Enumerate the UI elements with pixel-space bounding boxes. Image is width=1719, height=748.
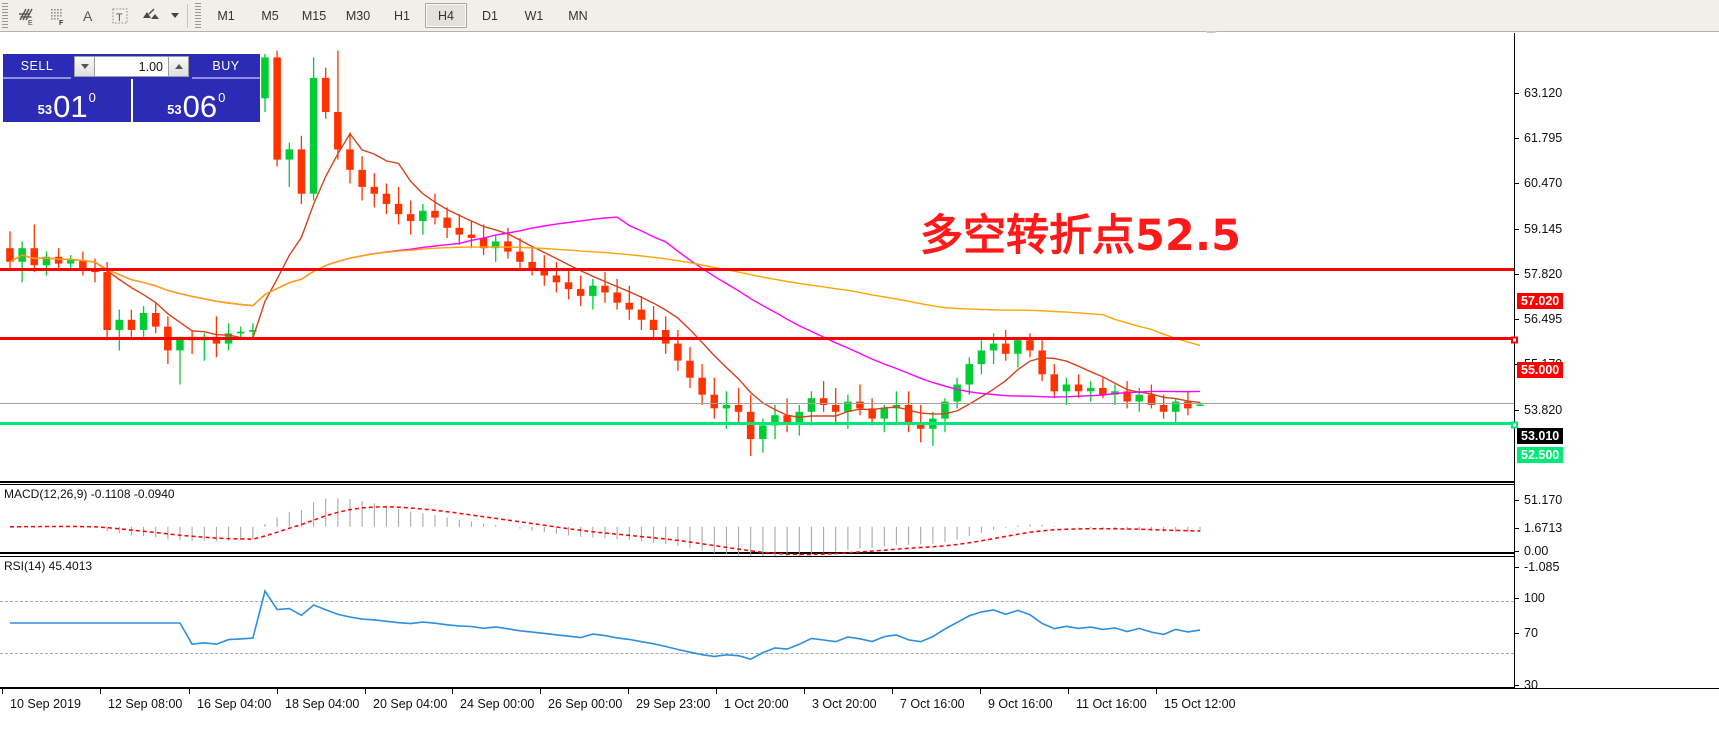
timeframe-d1[interactable]: D1 xyxy=(482,8,498,23)
support-52500-handle[interactable] xyxy=(1511,421,1518,429)
toolbar-separator xyxy=(187,3,188,28)
price-value-label-53-010[interactable]: 53.010 xyxy=(1517,428,1564,444)
macd-label: MACD(12,26,9) -0.1108 -0.0940 xyxy=(4,487,175,501)
time-tick: 26 Sep 00:00 xyxy=(539,689,622,711)
text-label-icon[interactable]: A xyxy=(73,2,104,29)
price-tick-63-120: 63.120 xyxy=(1515,86,1562,100)
rsi-pane[interactable]: RSI(14) 45.4013 xyxy=(0,556,1514,688)
sell-button[interactable]: SELL xyxy=(3,54,71,79)
chevron-down-icon xyxy=(170,13,179,18)
timeframe-h4[interactable]: H4 xyxy=(425,3,467,28)
macd-tick--1.085: -1.085 xyxy=(1515,560,1559,574)
price-tick-60-470: 60.470 xyxy=(1515,176,1562,190)
rsi-level-70-line xyxy=(0,601,1514,602)
volume-decrease-button[interactable] xyxy=(74,56,95,77)
sell-price-main: 01 xyxy=(53,89,88,124)
price-tick-51-170: 51.170 xyxy=(1515,493,1562,507)
resistance-55000-handle[interactable] xyxy=(1511,336,1518,344)
price-value-label-57-020[interactable]: 57.020 xyxy=(1517,293,1564,309)
price-value-label-52-500[interactable]: 52.500 xyxy=(1517,447,1564,463)
rsi-label: RSI(14) 45.4013 xyxy=(4,559,93,573)
main-toolbar: E F A T xyxy=(0,0,1719,32)
resistance-55000[interactable] xyxy=(0,336,1518,344)
sell-price-display[interactable]: 53 01 0 xyxy=(3,79,131,122)
chart-bottom-strip xyxy=(0,718,1719,748)
macd-tick-0.00: 0.00 xyxy=(1515,544,1548,558)
price-tick-56-495: 56.495 xyxy=(1515,312,1562,326)
price-tick-53-820: 53.820 xyxy=(1515,403,1562,417)
time-tick: 24 Sep 00:00 xyxy=(451,689,534,711)
buy-price-display[interactable]: 53 06 0 xyxy=(130,79,260,124)
time-tick: 7 Oct 16:00 xyxy=(892,689,965,711)
svg-text:F: F xyxy=(59,20,64,26)
rsi-tick-100: 100 xyxy=(1515,591,1545,605)
volume-increase-button[interactable] xyxy=(168,56,189,77)
candlestick-canvas xyxy=(6,50,1204,457)
rsi-level-30-line xyxy=(0,653,1514,654)
oct-price-row: 53 01 0 53 06 0 xyxy=(3,79,260,122)
time-tick: 1 Oct 20:00 xyxy=(716,689,789,711)
chevron-down-icon xyxy=(80,64,89,69)
time-tick: 12 Sep 08:00 xyxy=(99,689,182,711)
time-tick: 3 Oct 20:00 xyxy=(804,689,877,711)
time-tick: 20 Sep 04:00 xyxy=(364,689,447,711)
timeframe-m15[interactable]: M15 xyxy=(301,8,327,23)
expert-advisor-icon[interactable]: E xyxy=(11,2,42,29)
chevron-up-icon xyxy=(174,64,183,69)
svg-text:T: T xyxy=(116,12,123,24)
time-tick: 10 Sep 2019 xyxy=(2,689,81,711)
buy-button[interactable]: BUY xyxy=(192,54,260,79)
macd-canvas xyxy=(9,498,1201,559)
timeframe-m1[interactable]: M1 xyxy=(217,8,235,23)
toolbar-grip[interactable] xyxy=(2,3,8,28)
price-value-label-55-000[interactable]: 55.000 xyxy=(1517,362,1564,378)
timeframe-mn[interactable]: MN xyxy=(568,8,588,23)
time-axis[interactable]: 10 Sep 2019 12 Sep 08:00 16 Sep 04:00 18 Se… xyxy=(0,688,1719,719)
time-tick: 15 Oct 12:00 xyxy=(1156,689,1236,711)
rsi-tick-70: 70 xyxy=(1515,626,1538,640)
sell-price-fraction: 0 xyxy=(88,90,96,105)
timeframe-h1[interactable]: H1 xyxy=(394,8,410,23)
price-tick-61-795: 61.795 xyxy=(1515,131,1562,145)
time-tick: 11 Oct 16:00 xyxy=(1068,689,1147,711)
svg-text:E: E xyxy=(28,20,33,26)
timeframe-grip[interactable] xyxy=(195,3,201,28)
timeframe-m5[interactable]: M5 xyxy=(261,8,279,23)
resistance-57020[interactable] xyxy=(0,268,1514,271)
time-tick: 18 Sep 04:00 xyxy=(276,689,359,711)
objects-dropdown-caret-icon[interactable] xyxy=(166,2,182,29)
objects-arrows-icon[interactable] xyxy=(135,2,166,29)
time-tick: 29 Sep 23:00 xyxy=(627,689,710,711)
buy-price-main: 06 xyxy=(182,89,218,124)
price-axis[interactable]: 63.12061.79560.47059.14557.82056.49555.1… xyxy=(1514,33,1719,692)
timeframe-m30[interactable]: M30 xyxy=(345,8,371,23)
current-price-53010[interactable] xyxy=(0,403,1514,404)
price-tick-57-820: 57.820 xyxy=(1515,267,1562,281)
macd-pane[interactable]: MACD(12,26,9) -0.1108 -0.0940 xyxy=(0,484,1514,559)
svg-text:A: A xyxy=(83,8,93,24)
chart-annotation-text[interactable]: 多空转折点52.5 xyxy=(920,211,1242,261)
indicators-grid-icon[interactable]: F xyxy=(42,2,73,29)
timeframe-w1[interactable]: W1 xyxy=(524,8,544,23)
support-52500[interactable] xyxy=(0,421,1518,429)
sell-price-prefix: 53 xyxy=(37,102,53,117)
volume-stepper[interactable]: 1.00 xyxy=(74,56,189,77)
buy-price-fraction: 0 xyxy=(218,90,226,105)
time-tick: 9 Oct 16:00 xyxy=(980,689,1053,711)
text-object-icon[interactable]: T xyxy=(104,2,135,29)
macd-tick-1.6713: 1.6713 xyxy=(1515,521,1562,535)
one-click-trading-panel[interactable]: SELL 1.00 BUY 53 01 0 53 06 0 xyxy=(3,54,260,122)
volume-input[interactable]: 1.00 xyxy=(95,56,168,77)
oct-top-row: SELL 1.00 BUY xyxy=(3,54,260,79)
price-tick-59-145: 59.145 xyxy=(1515,222,1562,236)
time-tick: 16 Sep 04:00 xyxy=(188,689,271,711)
rsi-canvas xyxy=(10,589,1201,661)
buy-price-prefix: 53 xyxy=(167,102,182,117)
